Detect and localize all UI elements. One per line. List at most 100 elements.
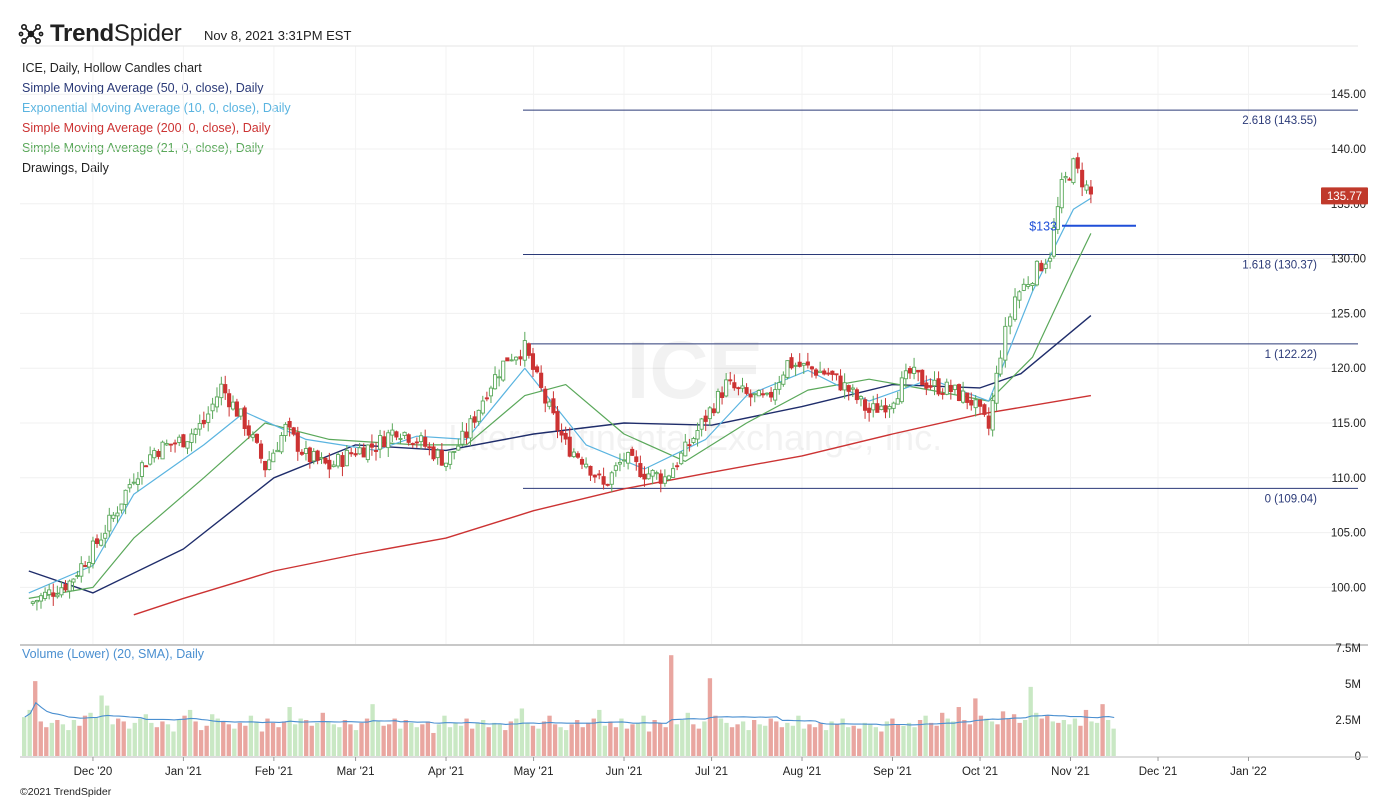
legend-item-3[interactable]: Simple Moving Average (200, 0, close), D… xyxy=(22,121,271,135)
volume-bar xyxy=(165,724,171,756)
candle-body xyxy=(144,465,149,468)
volume-bar xyxy=(254,721,259,756)
volume-bar xyxy=(210,714,215,756)
candle-body xyxy=(418,435,424,443)
volume-bar xyxy=(995,724,1000,756)
volume-bar xyxy=(475,722,480,756)
volume-bar xyxy=(519,708,525,756)
volume-bar xyxy=(375,721,381,756)
candle-body xyxy=(307,447,312,463)
x-axis-tick-label: Jul '21 xyxy=(695,766,728,778)
candle-body xyxy=(410,443,415,445)
copyright: ©2021 TrendSpider xyxy=(20,786,112,798)
volume-bar xyxy=(204,725,209,756)
candle-body xyxy=(887,406,892,410)
candle-body xyxy=(850,387,855,390)
candle-body xyxy=(818,370,823,374)
candle-body xyxy=(567,436,572,457)
volume-bar xyxy=(884,721,890,756)
fib-level-label: 1.618 (130.37) xyxy=(1242,260,1317,272)
candle-body xyxy=(781,374,786,385)
volume-bar xyxy=(315,722,320,756)
volume-bar xyxy=(331,724,337,756)
candle-body xyxy=(279,435,284,453)
candle-body xyxy=(752,393,757,396)
volume-bar xyxy=(718,718,724,756)
volume-bar xyxy=(348,724,353,756)
x-axis-tick-label: May '21 xyxy=(514,766,554,778)
volume-bar xyxy=(143,714,148,756)
volume-bar xyxy=(851,725,856,756)
candle-body xyxy=(920,369,925,386)
y-axis-tick-label: 105.00 xyxy=(1331,528,1366,540)
candle-body xyxy=(605,483,610,486)
candle-body xyxy=(258,443,264,459)
volume-bar xyxy=(198,730,204,756)
candle-body xyxy=(626,452,631,464)
candle-body xyxy=(777,382,782,390)
volume-bar xyxy=(740,721,746,756)
legend-item-5[interactable]: Drawings, Daily xyxy=(22,161,109,175)
candle-body xyxy=(826,372,831,375)
candle-body xyxy=(323,457,328,464)
candle-body xyxy=(79,563,84,577)
candle-body xyxy=(206,413,211,423)
volume-bar xyxy=(1045,715,1050,756)
volume-bar xyxy=(49,722,54,756)
candle-body xyxy=(621,459,627,462)
legend-item-0[interactable]: ICE, Daily, Hollow Candles chart xyxy=(22,61,202,75)
candle-body xyxy=(518,356,523,360)
sma21-line xyxy=(28,233,1092,599)
candle-body xyxy=(1026,284,1031,287)
x-axis-tick-label: Feb '21 xyxy=(255,766,293,778)
volume-bar xyxy=(680,720,685,756)
candle-body xyxy=(402,431,407,436)
volume-bar xyxy=(281,721,287,756)
volume-bar xyxy=(414,727,419,756)
candle-body xyxy=(928,385,933,388)
volume-bar xyxy=(353,730,359,756)
volume-bar xyxy=(138,718,143,756)
candle-body xyxy=(907,368,913,374)
volume-bar xyxy=(912,727,917,756)
volume-bar xyxy=(221,721,226,756)
candle-body xyxy=(571,451,576,458)
candle-body xyxy=(899,377,904,403)
sma200-line xyxy=(133,394,1092,616)
y-axis-tick-label: 115.00 xyxy=(1332,418,1366,430)
candle-body xyxy=(263,460,268,471)
volume-bar xyxy=(879,731,884,756)
candle-body xyxy=(197,422,202,430)
volume-bar xyxy=(746,730,751,756)
candle-body xyxy=(801,362,806,366)
candle-body xyxy=(1067,178,1072,181)
volume-bar xyxy=(492,722,497,756)
volume-bar xyxy=(1089,721,1094,756)
candle-body xyxy=(543,388,548,404)
candle-body xyxy=(435,449,440,459)
candle-body xyxy=(666,475,672,480)
volume-bar xyxy=(259,731,265,756)
candle-body xyxy=(234,401,239,417)
legend-item-4[interactable]: Simple Moving Average (21, 0, close), Da… xyxy=(22,141,264,155)
candle-body xyxy=(1048,257,1053,262)
candle-body xyxy=(107,514,112,532)
candle-body xyxy=(423,436,428,447)
candle-body xyxy=(863,399,868,411)
candle-body xyxy=(390,429,395,436)
volume-bar xyxy=(901,725,906,756)
legend-item-1[interactable]: Simple Moving Average (50, 0, close), Da… xyxy=(22,81,264,95)
volume-bar xyxy=(232,728,237,756)
candle-body xyxy=(654,472,659,475)
candle-body xyxy=(468,418,473,439)
candle-body xyxy=(505,357,510,362)
candle-body xyxy=(135,478,140,485)
volume-bar xyxy=(812,727,818,756)
legend-item-2[interactable]: Exponential Moving Average (10, 0, close… xyxy=(22,101,291,115)
candle-body xyxy=(634,456,639,463)
volume-bar xyxy=(55,720,60,756)
candle-body xyxy=(152,450,157,459)
candle-body xyxy=(349,452,354,455)
volume-panel-title: Volume (Lower) (20, SMA), Daily xyxy=(22,647,205,661)
